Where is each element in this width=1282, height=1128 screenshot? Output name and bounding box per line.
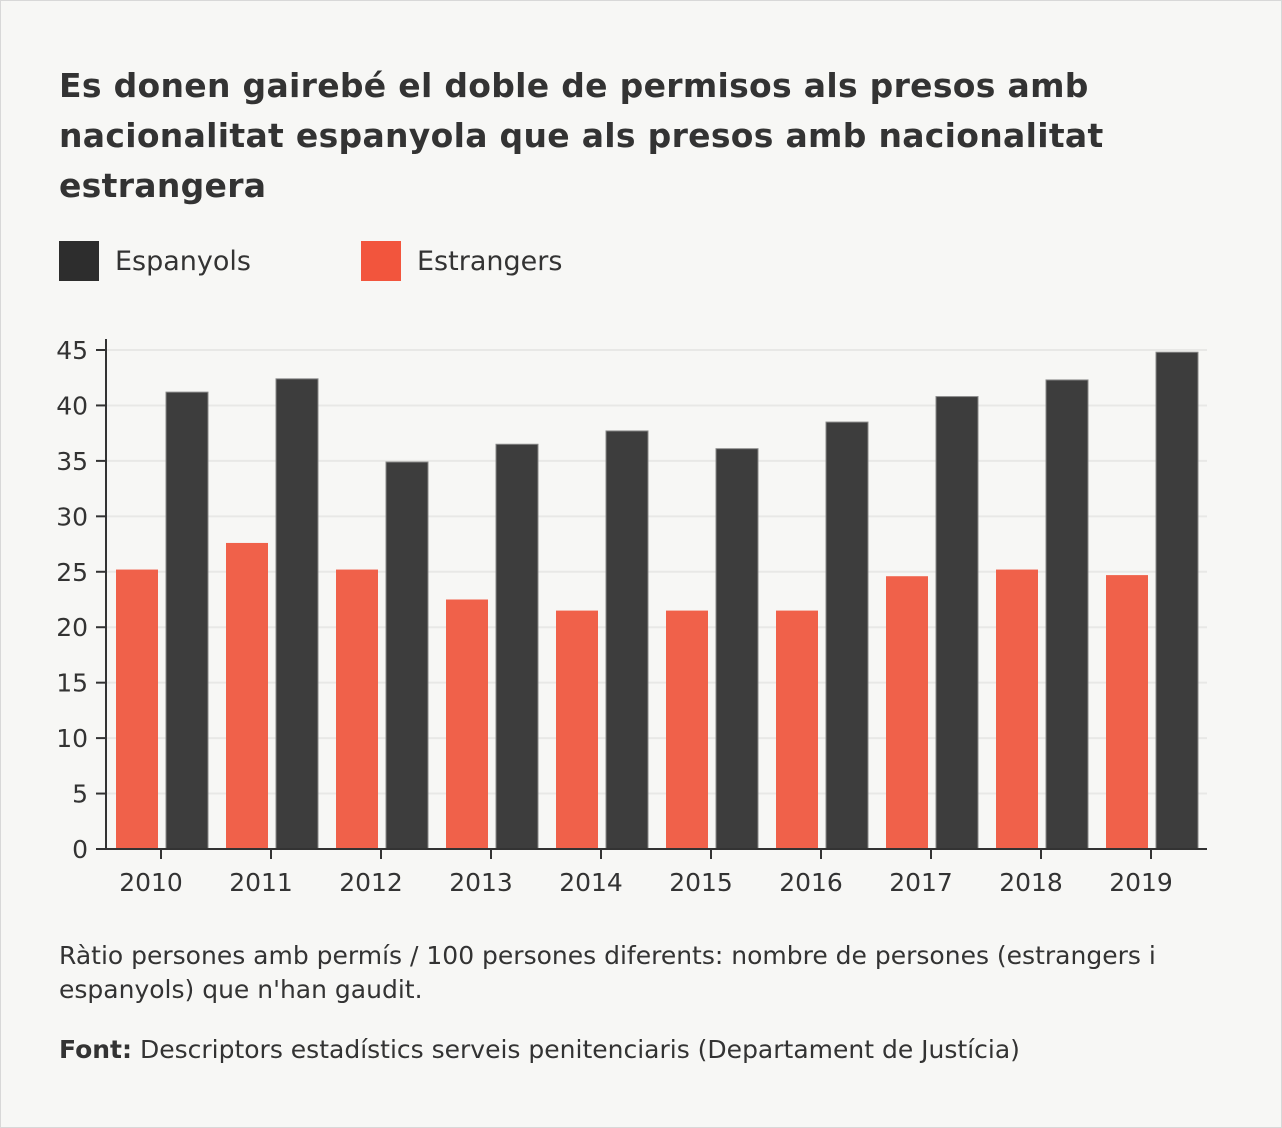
bar-espanyols-2017 (935, 396, 979, 850)
bar-espanyols-2015 (715, 448, 759, 850)
x-tick-label: 2019 (1109, 868, 1173, 897)
y-tick-label: 15 (56, 669, 88, 698)
legend-item-estrangers: Estrangers (361, 241, 562, 281)
bar-estrangers-2019 (1106, 575, 1148, 849)
legend-item-espanyols: Espanyols (59, 241, 251, 281)
bar-estrangers-2012 (336, 569, 378, 849)
bar-espanyols-2019 (1155, 351, 1199, 850)
x-tick-label: 2015 (669, 868, 733, 897)
bar-estrangers-2010 (116, 569, 158, 849)
y-tick-label: 10 (56, 724, 88, 753)
x-tick-label: 2017 (889, 868, 953, 897)
x-tick-label: 2014 (559, 868, 623, 897)
x-tick-label: 2016 (779, 868, 843, 897)
x-tick-label: 2013 (449, 868, 513, 897)
legend-label-espanyols: Espanyols (115, 245, 251, 277)
y-tick-label: 35 (56, 447, 88, 476)
source-label: Font: (59, 1035, 132, 1064)
bar-estrangers-2014 (556, 610, 598, 849)
bar-espanyols-2016 (825, 421, 869, 850)
chart-source: Font: Descriptors estadístics serveis pe… (59, 1035, 1020, 1064)
bar-estrangers-2013 (446, 599, 488, 849)
x-tick-label: 2011 (229, 868, 293, 897)
source-text: Descriptors estadístics serveis penitenc… (139, 1035, 1020, 1064)
chart-note: Ràtio persones amb permís / 100 persones… (59, 941, 1156, 1004)
x-tick-label: 2018 (999, 868, 1063, 897)
bar-estrangers-2016 (776, 610, 818, 849)
y-tick-label: 40 (56, 391, 88, 420)
bar-espanyols-2013 (495, 443, 539, 850)
bar-espanyols-2014 (605, 430, 649, 850)
legend-label-estrangers: Estrangers (417, 245, 563, 277)
bar-espanyols-2010 (165, 391, 209, 850)
x-tick-label: 2012 (339, 868, 403, 897)
y-tick-label: 20 (56, 613, 88, 642)
bar-estrangers-2015 (666, 610, 708, 849)
x-tick-label: 2010 (119, 868, 183, 897)
bar-estrangers-2011 (226, 542, 268, 849)
chart-title: Es donen gairebé el doble de permisos al… (59, 66, 1104, 205)
bar-espanyols-2011 (275, 378, 319, 850)
bar-estrangers-2017 (886, 576, 928, 849)
bar-espanyols-2018 (1045, 379, 1089, 850)
bar-espanyols-2012 (385, 461, 429, 850)
bar-estrangers-2018 (996, 569, 1038, 849)
y-tick-label: 5 (72, 780, 88, 809)
y-tick-label: 45 (56, 336, 88, 365)
legend-swatch-estrangers (361, 241, 401, 281)
legend-swatch-espanyols (59, 241, 99, 281)
y-tick-label: 0 (72, 835, 88, 864)
y-tick-label: 25 (56, 558, 88, 587)
y-tick-label: 30 (56, 502, 88, 531)
